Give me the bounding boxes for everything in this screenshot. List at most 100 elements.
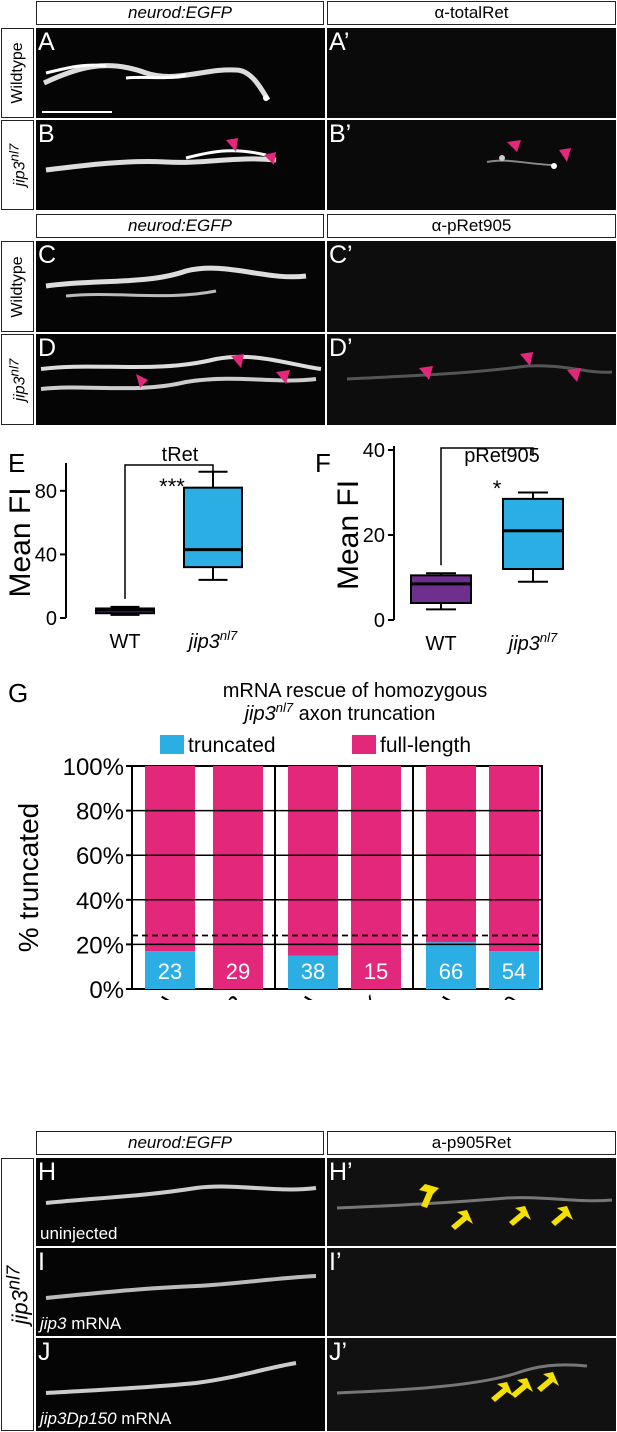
row-label-wildtype-mid: Wildtype — [1, 241, 34, 332]
box-F-jip3nl7 — [502, 497, 564, 570]
x-tick-label-E: WT — [109, 631, 140, 653]
y-axis-label-E: Mean FI — [4, 487, 37, 597]
legend-label-full-length: full-length — [380, 734, 471, 757]
axon-image-I — [45, 1274, 317, 1300]
bar-truncated-5 — [426, 942, 476, 989]
panel-C: C — [36, 241, 325, 332]
y-tick-label-G: 80% — [76, 799, 124, 826]
panel-C-prime: C’ — [327, 241, 616, 332]
panel-label-C: C — [38, 241, 57, 269]
arrowhead-marker — [264, 152, 276, 165]
y-tick-label-F: 40 — [363, 440, 385, 462]
axon-image-J — [45, 1361, 297, 1395]
arrowhead-marker — [507, 140, 521, 152]
x-tick-label-G-3: uninjected — [248, 993, 326, 1001]
header-p905ret: a-p905Ret — [327, 1131, 616, 1155]
panel-label-F: F — [315, 448, 331, 478]
panel-label-H-prime: H’ — [329, 1158, 353, 1186]
header-neurod-egfp-top: neurod:EGFP — [36, 1, 324, 25]
axon-image-C — [45, 265, 307, 298]
arrow-marker — [451, 1210, 473, 1230]
ret-signal-B-prime — [486, 140, 571, 169]
arrowhead-marker — [136, 374, 148, 388]
arrowhead-marker — [520, 352, 533, 366]
chart-title-F: pRet905 — [464, 445, 540, 467]
panel-D: D — [36, 334, 325, 425]
row-label-jip3-top: jip3nl7 — [1, 120, 34, 210]
bar-full-length-5 — [426, 766, 476, 943]
panel-label-E: E — [8, 448, 25, 478]
chart-title-G-line1: mRNA rescue of homozygous — [223, 680, 488, 702]
panel-B: B — [36, 120, 325, 210]
n-label-4: 15 — [364, 959, 388, 984]
y-tick-label-E: 0 — [46, 608, 57, 630]
significance-label-F: * — [493, 476, 502, 501]
arrow-marker — [491, 1382, 513, 1402]
panel-H: H uninjected — [36, 1158, 325, 1246]
header-pret905: α-pRet905 — [327, 214, 616, 238]
significance-bracket-E — [124, 464, 214, 599]
panel-B-prime: B’ — [327, 120, 616, 210]
row-label-jip3-mid: jip3nl7 — [1, 334, 34, 425]
legend-label-truncated: truncated — [188, 734, 276, 757]
box-F-WT — [410, 574, 472, 604]
y-tick-label-G: 60% — [76, 843, 124, 870]
panel-J-prime: J’ — [327, 1338, 616, 1431]
panel-I: I jip3 mRNA — [36, 1248, 325, 1336]
n-label-2: 29 — [226, 959, 250, 984]
panel-label-B-prime: B’ — [329, 120, 352, 148]
panel-label-A-prime: A’ — [329, 28, 350, 56]
panel-A-prime: A’ — [327, 28, 616, 118]
panel-label-G: G — [8, 678, 28, 708]
arrow-marker — [537, 1372, 559, 1392]
panel-H-prime: H’ — [327, 1158, 616, 1246]
arrowhead-marker — [226, 138, 238, 152]
y-tick-label-F: 20 — [363, 525, 385, 547]
x-tick-label-G-4: jip3DJNK — [314, 992, 389, 1000]
box-E-jip3nl7 — [183, 486, 243, 569]
axon-image-H — [45, 1184, 317, 1205]
x-tick-label-G-6: jip3Dp150 — [448, 992, 527, 1000]
arrow-marker — [419, 1184, 439, 1208]
bar-truncated-6 — [489, 951, 539, 989]
bar-full-length-4 — [351, 766, 401, 989]
panel-label-A: A — [38, 28, 55, 56]
x-tick-label-F: jip3nl7 — [506, 630, 558, 655]
bar-full-length-1 — [145, 766, 195, 952]
n-label-5: 66 — [439, 959, 463, 984]
y-axis-label-G: % truncated — [13, 803, 44, 952]
caption-I: jip3 mRNA — [40, 1314, 122, 1333]
panel-I-prime: I’ — [327, 1248, 616, 1336]
n-label-3: 38 — [301, 959, 325, 984]
arrow-marker — [511, 1378, 533, 1398]
axon-image-A — [42, 63, 271, 113]
row-label-wildtype-top: Wildtype — [1, 28, 34, 118]
y-tick-label-G: 0% — [89, 977, 124, 1000]
x-tick-label-F: WT — [425, 633, 456, 655]
panel-A: A — [36, 28, 325, 118]
arrowhead-marker — [276, 370, 290, 384]
y-tick-label-G: 100% — [63, 754, 124, 781]
header-neurod-egfp-bottom: neurod:EGFP — [36, 1131, 324, 1155]
x-tick-label-G-5: uninjected — [386, 993, 464, 1001]
legend-swatch-full-length — [352, 735, 376, 754]
arrowhead-marker — [567, 368, 581, 382]
arrowhead-marker — [419, 366, 433, 380]
header-total-ret: α-totalRet — [327, 1, 616, 25]
arrowhead-marker — [559, 148, 571, 162]
row-label-jip3-bottom: jip3nl7 — [1, 1158, 34, 1431]
panel-D-prime: D’ — [327, 334, 616, 425]
ret-signal-H-prime — [336, 1184, 613, 1230]
y-tick-label-E: 80 — [35, 481, 57, 503]
header-neurod-egfp-mid: neurod:EGFP — [36, 214, 324, 238]
bar-full-length-6 — [489, 766, 539, 952]
arrow-marker — [551, 1206, 573, 1226]
chart-title-E: tRet — [162, 444, 199, 466]
panel-label-D: D — [38, 334, 57, 362]
caption-H: uninjected — [40, 1224, 118, 1243]
axon-image-D — [40, 354, 322, 391]
x-tick-label-G-2: jip3 — [208, 992, 252, 1000]
bar-full-length-2 — [213, 766, 263, 989]
panel-label-I: I — [38, 1248, 45, 1276]
